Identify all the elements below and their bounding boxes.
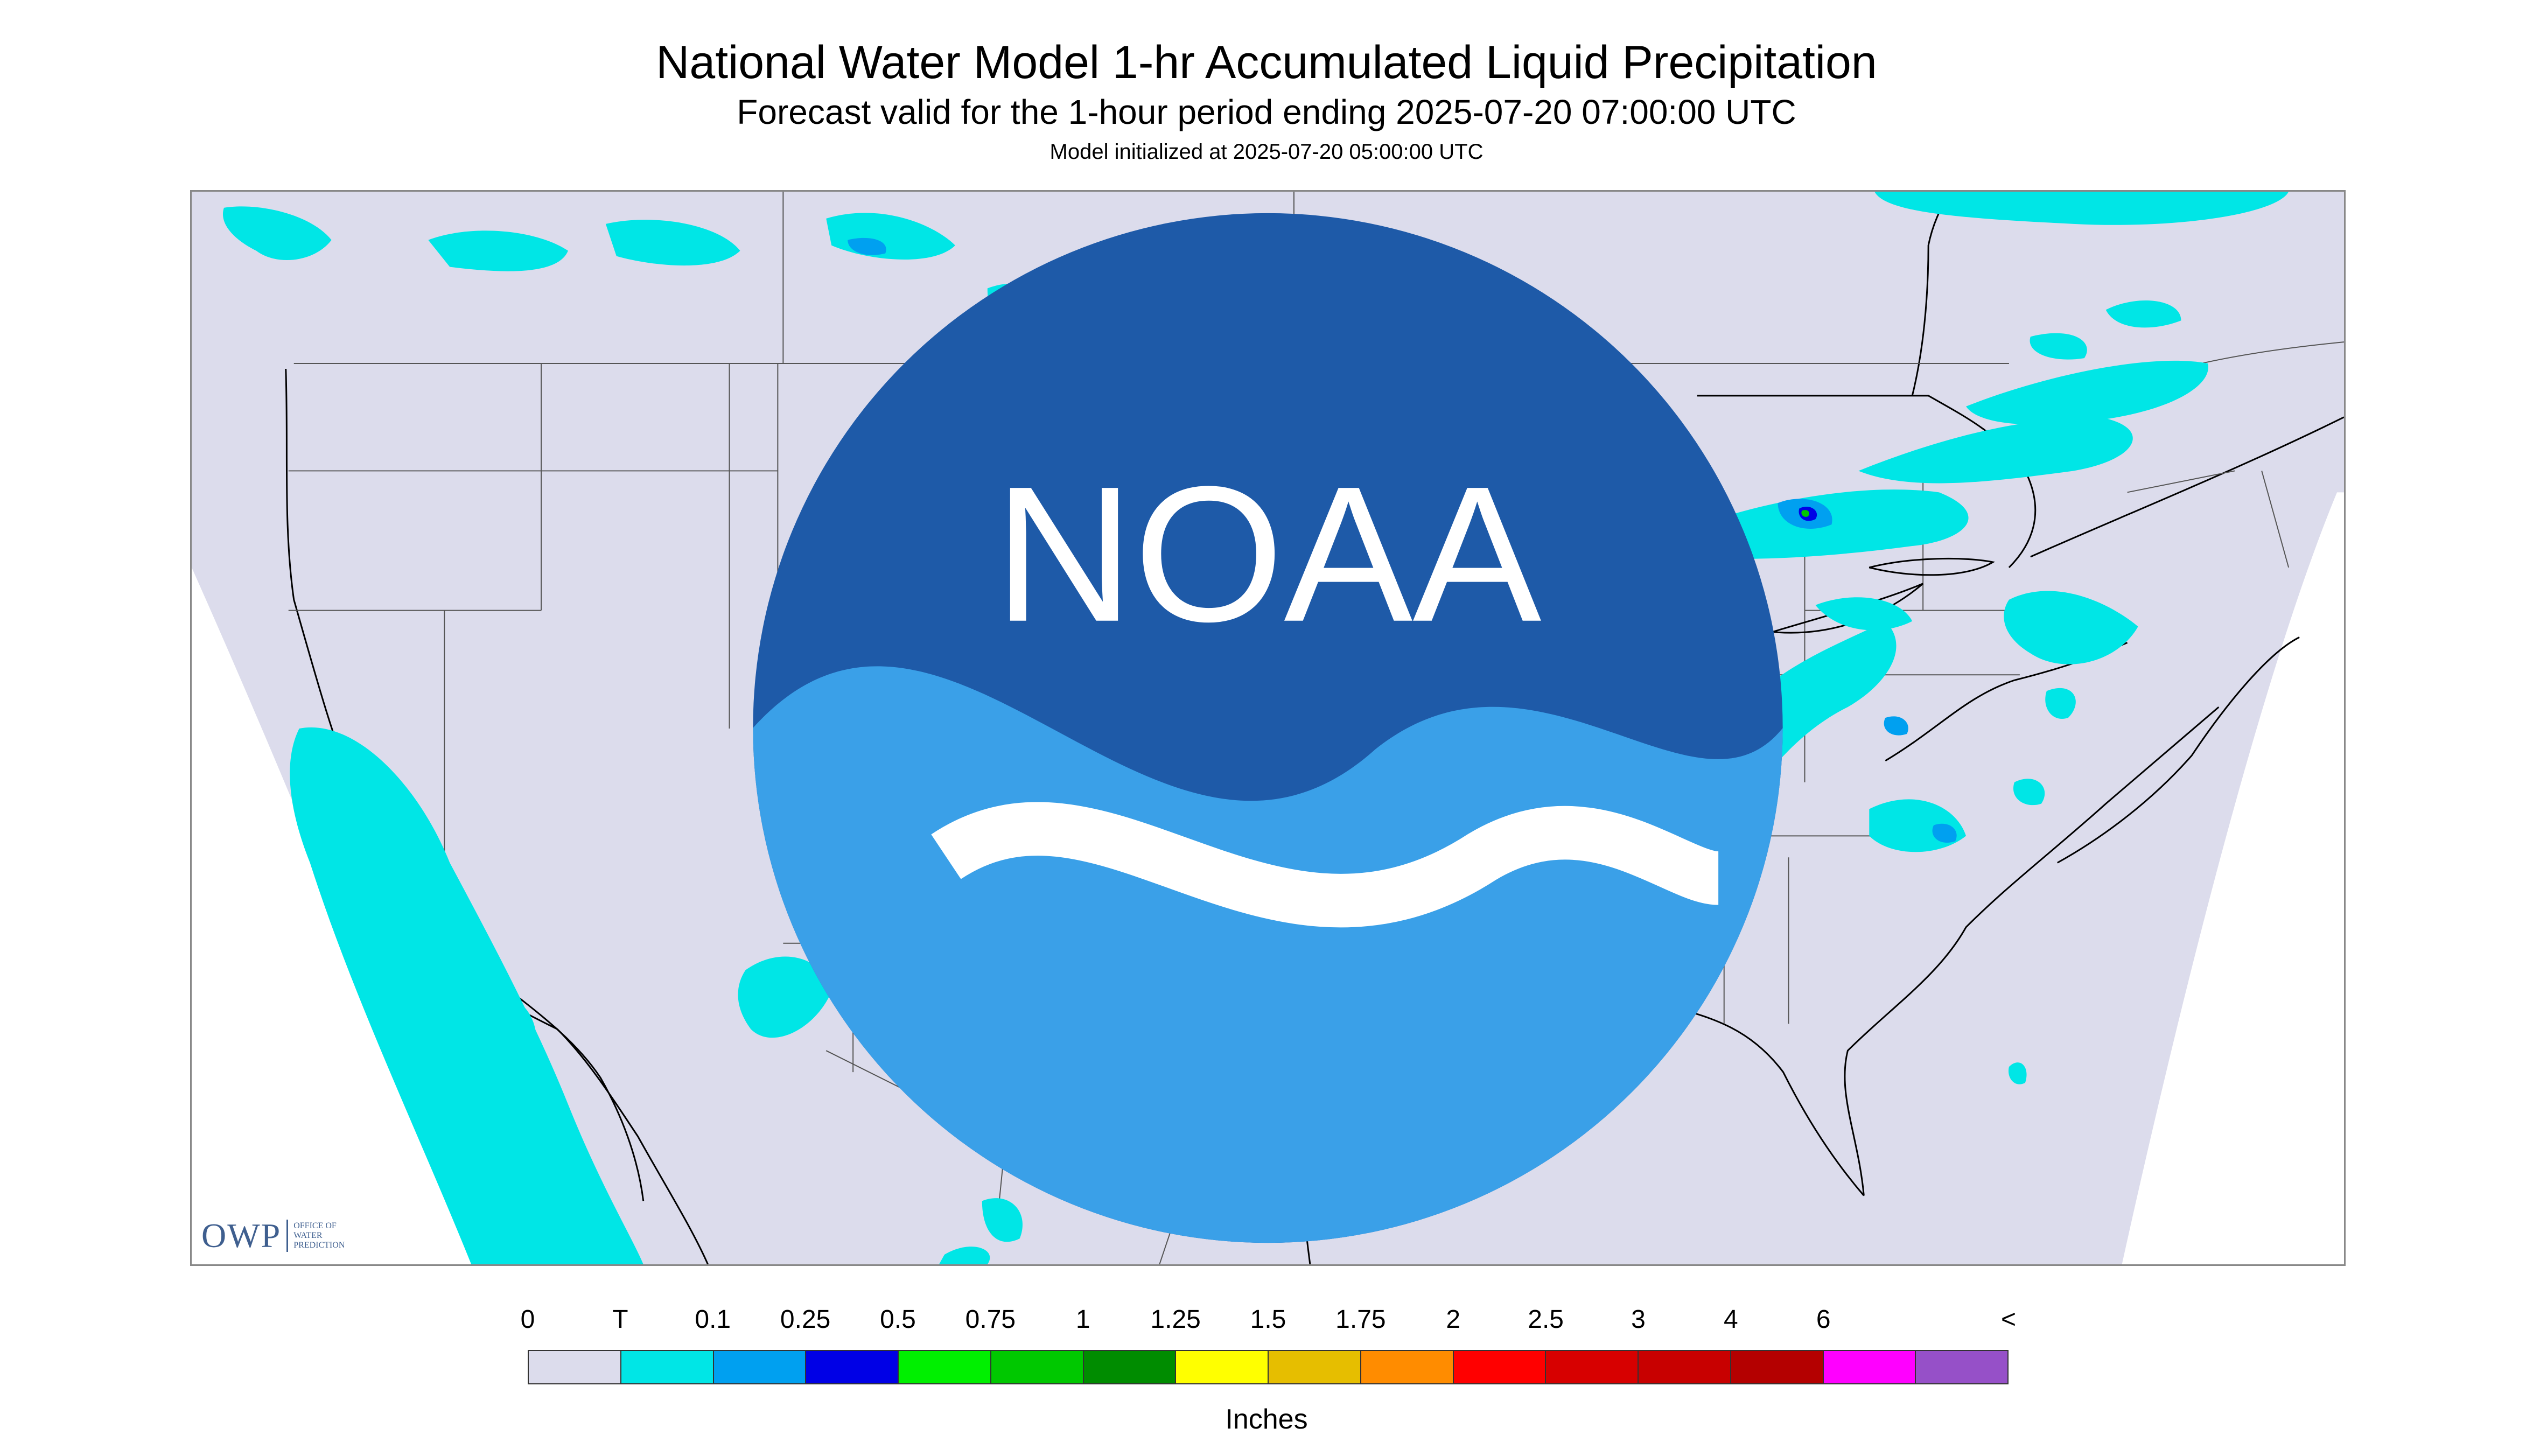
legend-swatch (899, 1351, 991, 1383)
map-title: National Water Model 1-hr Accumulated Li… (656, 37, 1877, 88)
legend-units-label: Inches (1225, 1404, 1308, 1435)
legend-tick-label: 4 (1724, 1305, 1738, 1334)
legend-swatch (1546, 1351, 1639, 1383)
legend-tick-label: 1.75 (1335, 1305, 1386, 1334)
legend-tick-label: < (2000, 1305, 2017, 1334)
legend-tick-label: 3 (1631, 1305, 1646, 1334)
legend-swatch (1361, 1351, 1454, 1383)
legend-swatch (1823, 1351, 1916, 1383)
owp-logo-divider (286, 1220, 289, 1252)
legend-swatch (1639, 1351, 1731, 1383)
legend-swatch (529, 1351, 621, 1383)
legend-swatch (1176, 1351, 1269, 1383)
legend-color-bar (528, 1350, 2009, 1384)
precipitation-map: OWP OFFICE OF WATER PREDICTION NOAA (190, 190, 2346, 1266)
legend-tick-label: 1.5 (1250, 1305, 1286, 1334)
legend-tick-label: 0.5 (880, 1305, 916, 1334)
owp-logo-mark: OWP (201, 1216, 282, 1255)
legend-swatch (1916, 1351, 2007, 1383)
owp-text-line-2: WATER (293, 1231, 323, 1240)
color-legend: 0 T 0.1 0.25 0.5 0.75 1 1.25 1.5 1.75 2 2.5 3 4 6 < (521, 1305, 2016, 1384)
owp-logo: OWP OFFICE OF WATER PREDICTION (201, 1216, 380, 1256)
legend-swatch (713, 1351, 807, 1383)
owp-text-line-3: PREDICTION (293, 1241, 345, 1250)
legend-tick-label: 0.1 (695, 1305, 731, 1334)
legend-tick-labels: 0 T 0.1 0.25 0.5 0.75 1 1.25 1.5 1.75 2 2.5 3 4 6 < (521, 1305, 2016, 1337)
legend-tick-label: 0.25 (780, 1305, 831, 1334)
legend-swatch (991, 1351, 1084, 1383)
legend-tick-label: 1.25 (1150, 1305, 1201, 1334)
legend-swatch (1269, 1351, 1361, 1383)
forecast-valid-subtitle: Forecast valid for the 1-hour period end… (737, 93, 1796, 131)
owp-logo-text: OFFICE OF WATER PREDICTION (293, 1221, 380, 1250)
legend-tick-label: T (612, 1305, 628, 1334)
legend-tick-label: 2.5 (1528, 1305, 1564, 1334)
legend-tick-label: 0.75 (965, 1305, 1016, 1334)
legend-swatch (1453, 1351, 1547, 1383)
legend-swatch (1083, 1351, 1177, 1383)
legend-tick-label: 0 (520, 1305, 535, 1334)
model-init-text: Model initialized at 2025-07-20 05:00:00… (1049, 140, 1484, 164)
legend-tick-label: 6 (1816, 1305, 1831, 1334)
owp-text-line-1: OFFICE OF (293, 1221, 337, 1230)
noaa-logo-text: NOAA (994, 446, 1542, 662)
legend-swatch (806, 1351, 899, 1383)
legend-swatch (621, 1351, 714, 1383)
noaa-logo-icon: NOAA (753, 213, 1783, 1243)
legend-tick-label: 2 (1446, 1305, 1461, 1334)
legend-swatch (1731, 1351, 1824, 1383)
legend-tick-label: 1 (1075, 1305, 1090, 1334)
